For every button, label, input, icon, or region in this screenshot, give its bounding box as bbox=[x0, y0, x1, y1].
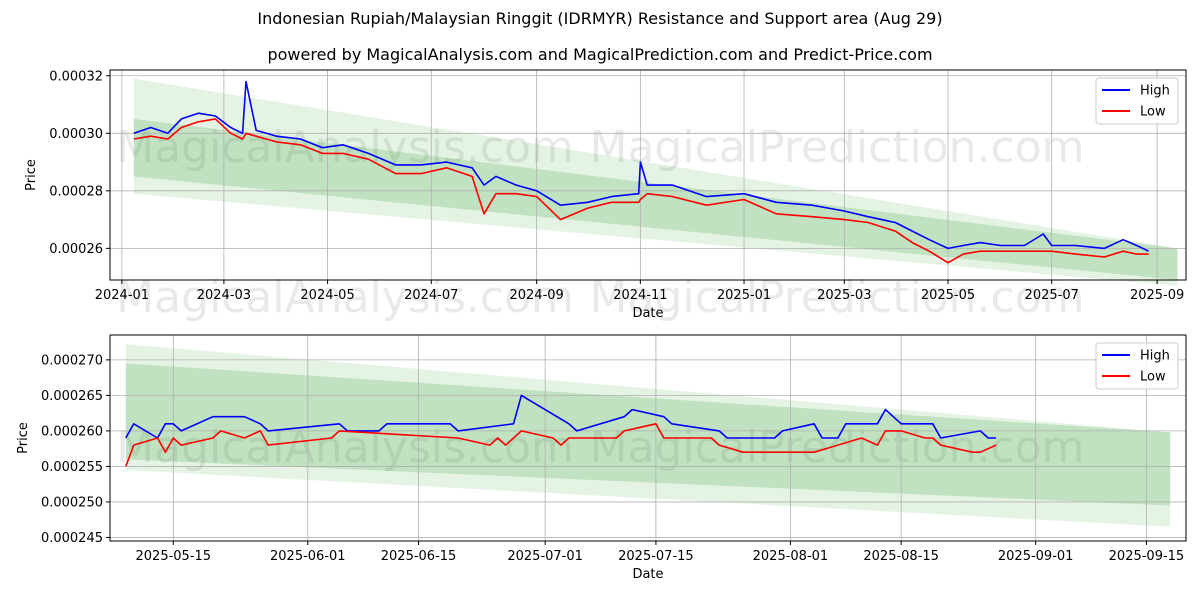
y-tick-label: 0.00030 bbox=[49, 127, 103, 142]
y-tick-label: 0.000245 bbox=[41, 531, 103, 546]
legend-label-low: Low bbox=[1140, 105, 1166, 120]
x-tick-label: 2024-01 bbox=[95, 288, 149, 303]
x-tick-label: 2025-01 bbox=[717, 288, 771, 303]
x-tick-label: 2025-09-01 bbox=[998, 549, 1074, 564]
support-resistance-band bbox=[125, 344, 1171, 527]
y-axis-label: Price bbox=[24, 159, 39, 191]
x-tick-label: 2025-06-01 bbox=[270, 549, 346, 564]
watermark-text: MagicalAnalysis.com bbox=[116, 122, 574, 173]
x-axis-label: Date bbox=[632, 306, 663, 321]
plot-frame bbox=[109, 334, 1187, 542]
x-tick-label: 2025-09 bbox=[1130, 288, 1184, 303]
series-line-high bbox=[125, 394, 997, 439]
x-tick-label: 2024-07 bbox=[404, 288, 458, 303]
legend: High Low bbox=[1095, 342, 1179, 390]
watermark-text: MagicalPrediction.com bbox=[590, 122, 1085, 173]
y-tick-label: 0.000260 bbox=[41, 424, 103, 439]
bottom-panel: 2025-05-15 2025-06-01 2025-06-15 2025-07-01… bbox=[16, 334, 1187, 582]
chart-subtitle: powered by MagicalAnalysis.com and Magic… bbox=[267, 45, 933, 64]
legend: High Low bbox=[1095, 77, 1179, 125]
y-tick-label: 0.00032 bbox=[49, 69, 103, 84]
x-tick-label: 2025-09-15 bbox=[1109, 549, 1185, 564]
y-tick-label: 0.000255 bbox=[41, 460, 103, 475]
x-tick-label: 2024-05 bbox=[300, 288, 354, 303]
x-tick-label: 2025-08-01 bbox=[753, 549, 829, 564]
legend-label-high: High bbox=[1140, 84, 1170, 99]
series-line-low bbox=[133, 118, 1149, 264]
y-tick-label: 0.00026 bbox=[49, 242, 103, 257]
x-tick-label: 2025-06-15 bbox=[381, 549, 457, 564]
x-axis-label: Date bbox=[632, 567, 663, 582]
plot-frame bbox=[109, 69, 1187, 281]
support-resistance-band bbox=[133, 118, 1178, 280]
x-tick-label: 2025-05-15 bbox=[136, 549, 212, 564]
x-tick-label: 2024-11 bbox=[613, 288, 667, 303]
x-tick-label: 2025-05 bbox=[921, 288, 975, 303]
x-tick-label: 2024-03 bbox=[197, 288, 251, 303]
x-tick-label: 2024-09 bbox=[509, 288, 563, 303]
y-tick-label: 0.00028 bbox=[49, 184, 103, 199]
x-tick-label: 2025-07-01 bbox=[507, 549, 583, 564]
chart-title: Indonesian Rupiah/Malaysian Ringgit (IDR… bbox=[257, 9, 943, 28]
top-panel: 2024-01 2024-03 2024-05 2024-07 2024-09 2024-… bbox=[24, 69, 1187, 321]
y-tick-label: 0.000270 bbox=[41, 353, 103, 368]
y-tick-label: 0.000265 bbox=[41, 389, 103, 404]
y-tick-label: 0.000250 bbox=[41, 495, 103, 510]
x-tick-label: 2025-07-15 bbox=[618, 549, 694, 564]
legend-label-high: High bbox=[1140, 349, 1170, 364]
support-resistance-band bbox=[125, 363, 1171, 506]
y-axis-label: Price bbox=[16, 422, 31, 454]
x-tick-label: 2025-03 bbox=[817, 288, 871, 303]
x-tick-label: 2025-07 bbox=[1025, 288, 1079, 303]
series-line-low bbox=[125, 422, 997, 467]
legend-label-low: Low bbox=[1140, 370, 1166, 385]
series-line-high bbox=[133, 80, 1149, 252]
x-tick-label: 2025-08-15 bbox=[863, 549, 939, 564]
